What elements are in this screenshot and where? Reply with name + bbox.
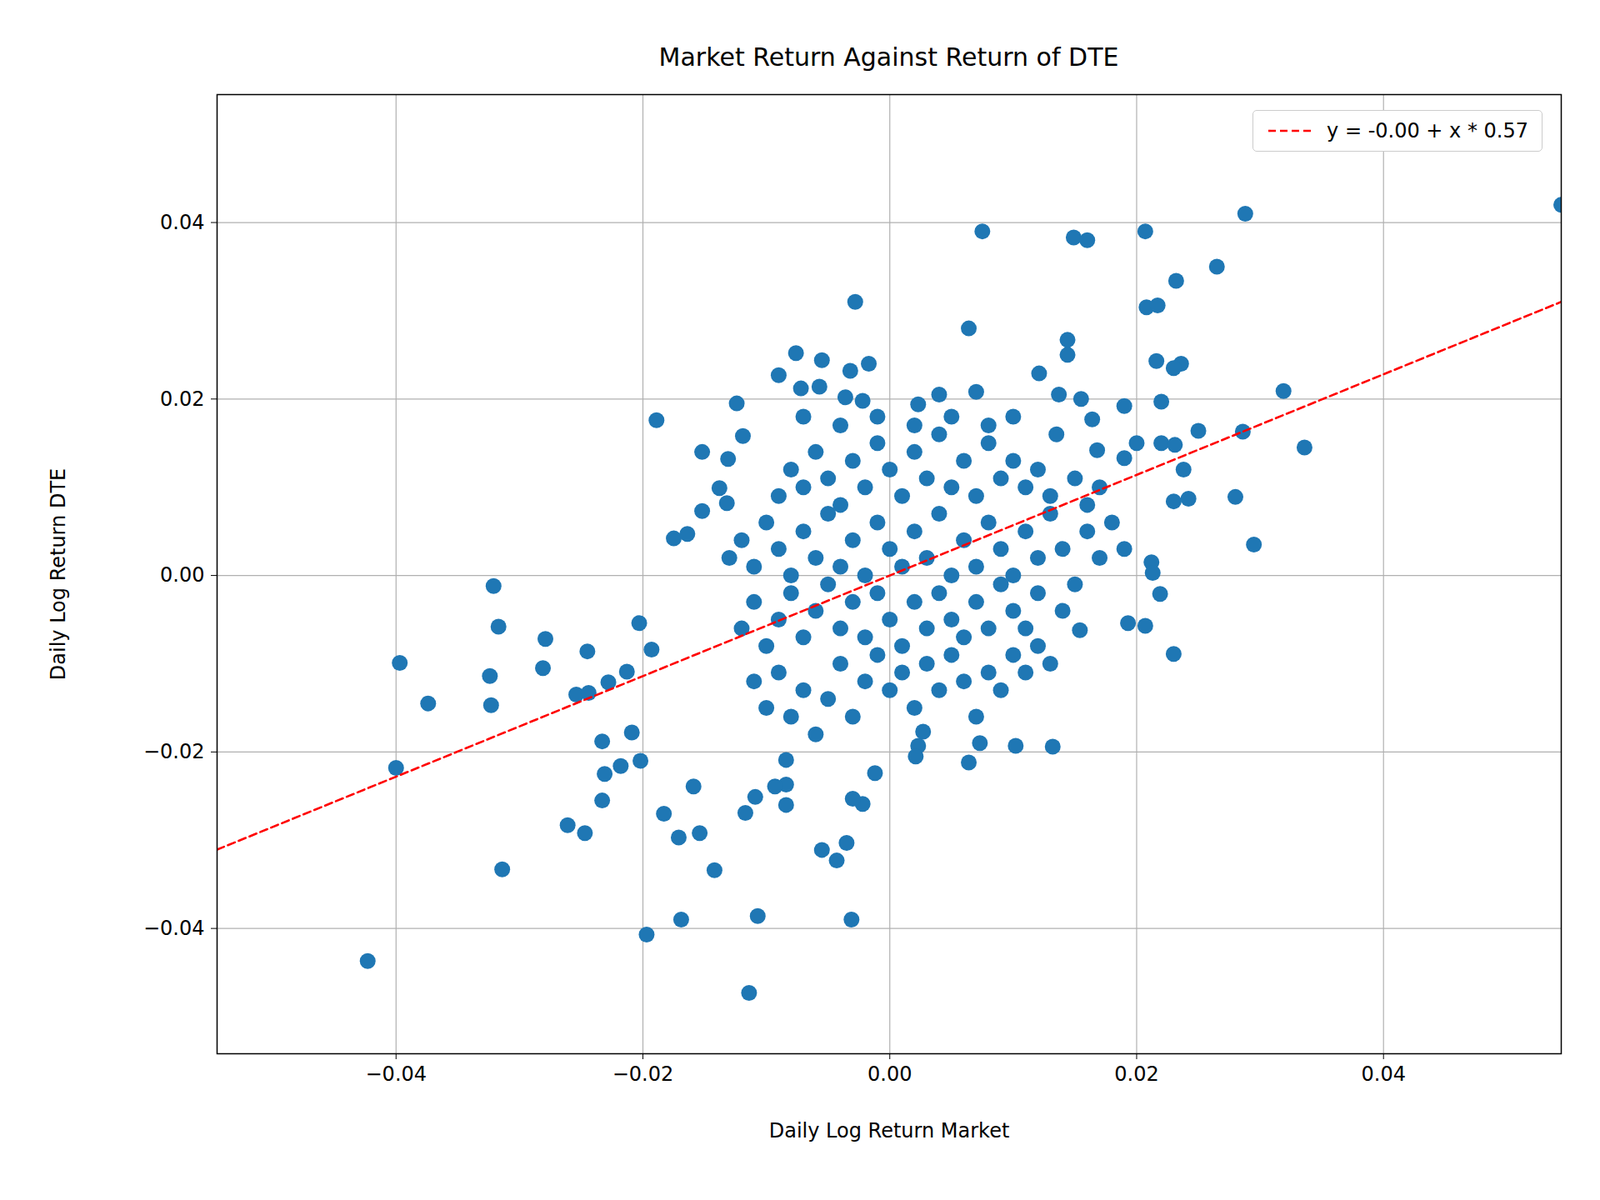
- svg-text:−0.02: −0.02: [612, 1062, 675, 1086]
- svg-text:0.02: 0.02: [160, 386, 205, 410]
- svg-text:−0.02: −0.02: [143, 740, 205, 764]
- html-text:Market Return Against Return o: Market Return Against Return of DTE: [658, 42, 1119, 72]
- svg-text:−0.04: −0.04: [365, 1062, 427, 1086]
- svg-text:−0.04: −0.04: [143, 916, 205, 940]
- svg-text:0.00: 0.00: [867, 1062, 912, 1086]
- svg-text:0.04: 0.04: [160, 210, 205, 235]
- svg-text:0.02: 0.02: [1114, 1062, 1159, 1086]
- svg-text:0.04: 0.04: [1360, 1062, 1405, 1086]
- svg-text:Daily Log Return DTE: Daily Log Return DTE: [46, 468, 70, 680]
- svg-text:0.00: 0.00: [160, 563, 205, 587]
- svg-text:Daily Log Return Market: Daily Log Return Market: [769, 1119, 1010, 1143]
- html-text:y = -0.00 + x * 0.57: y = -0.00 + x * 0.57: [1326, 119, 1529, 143]
